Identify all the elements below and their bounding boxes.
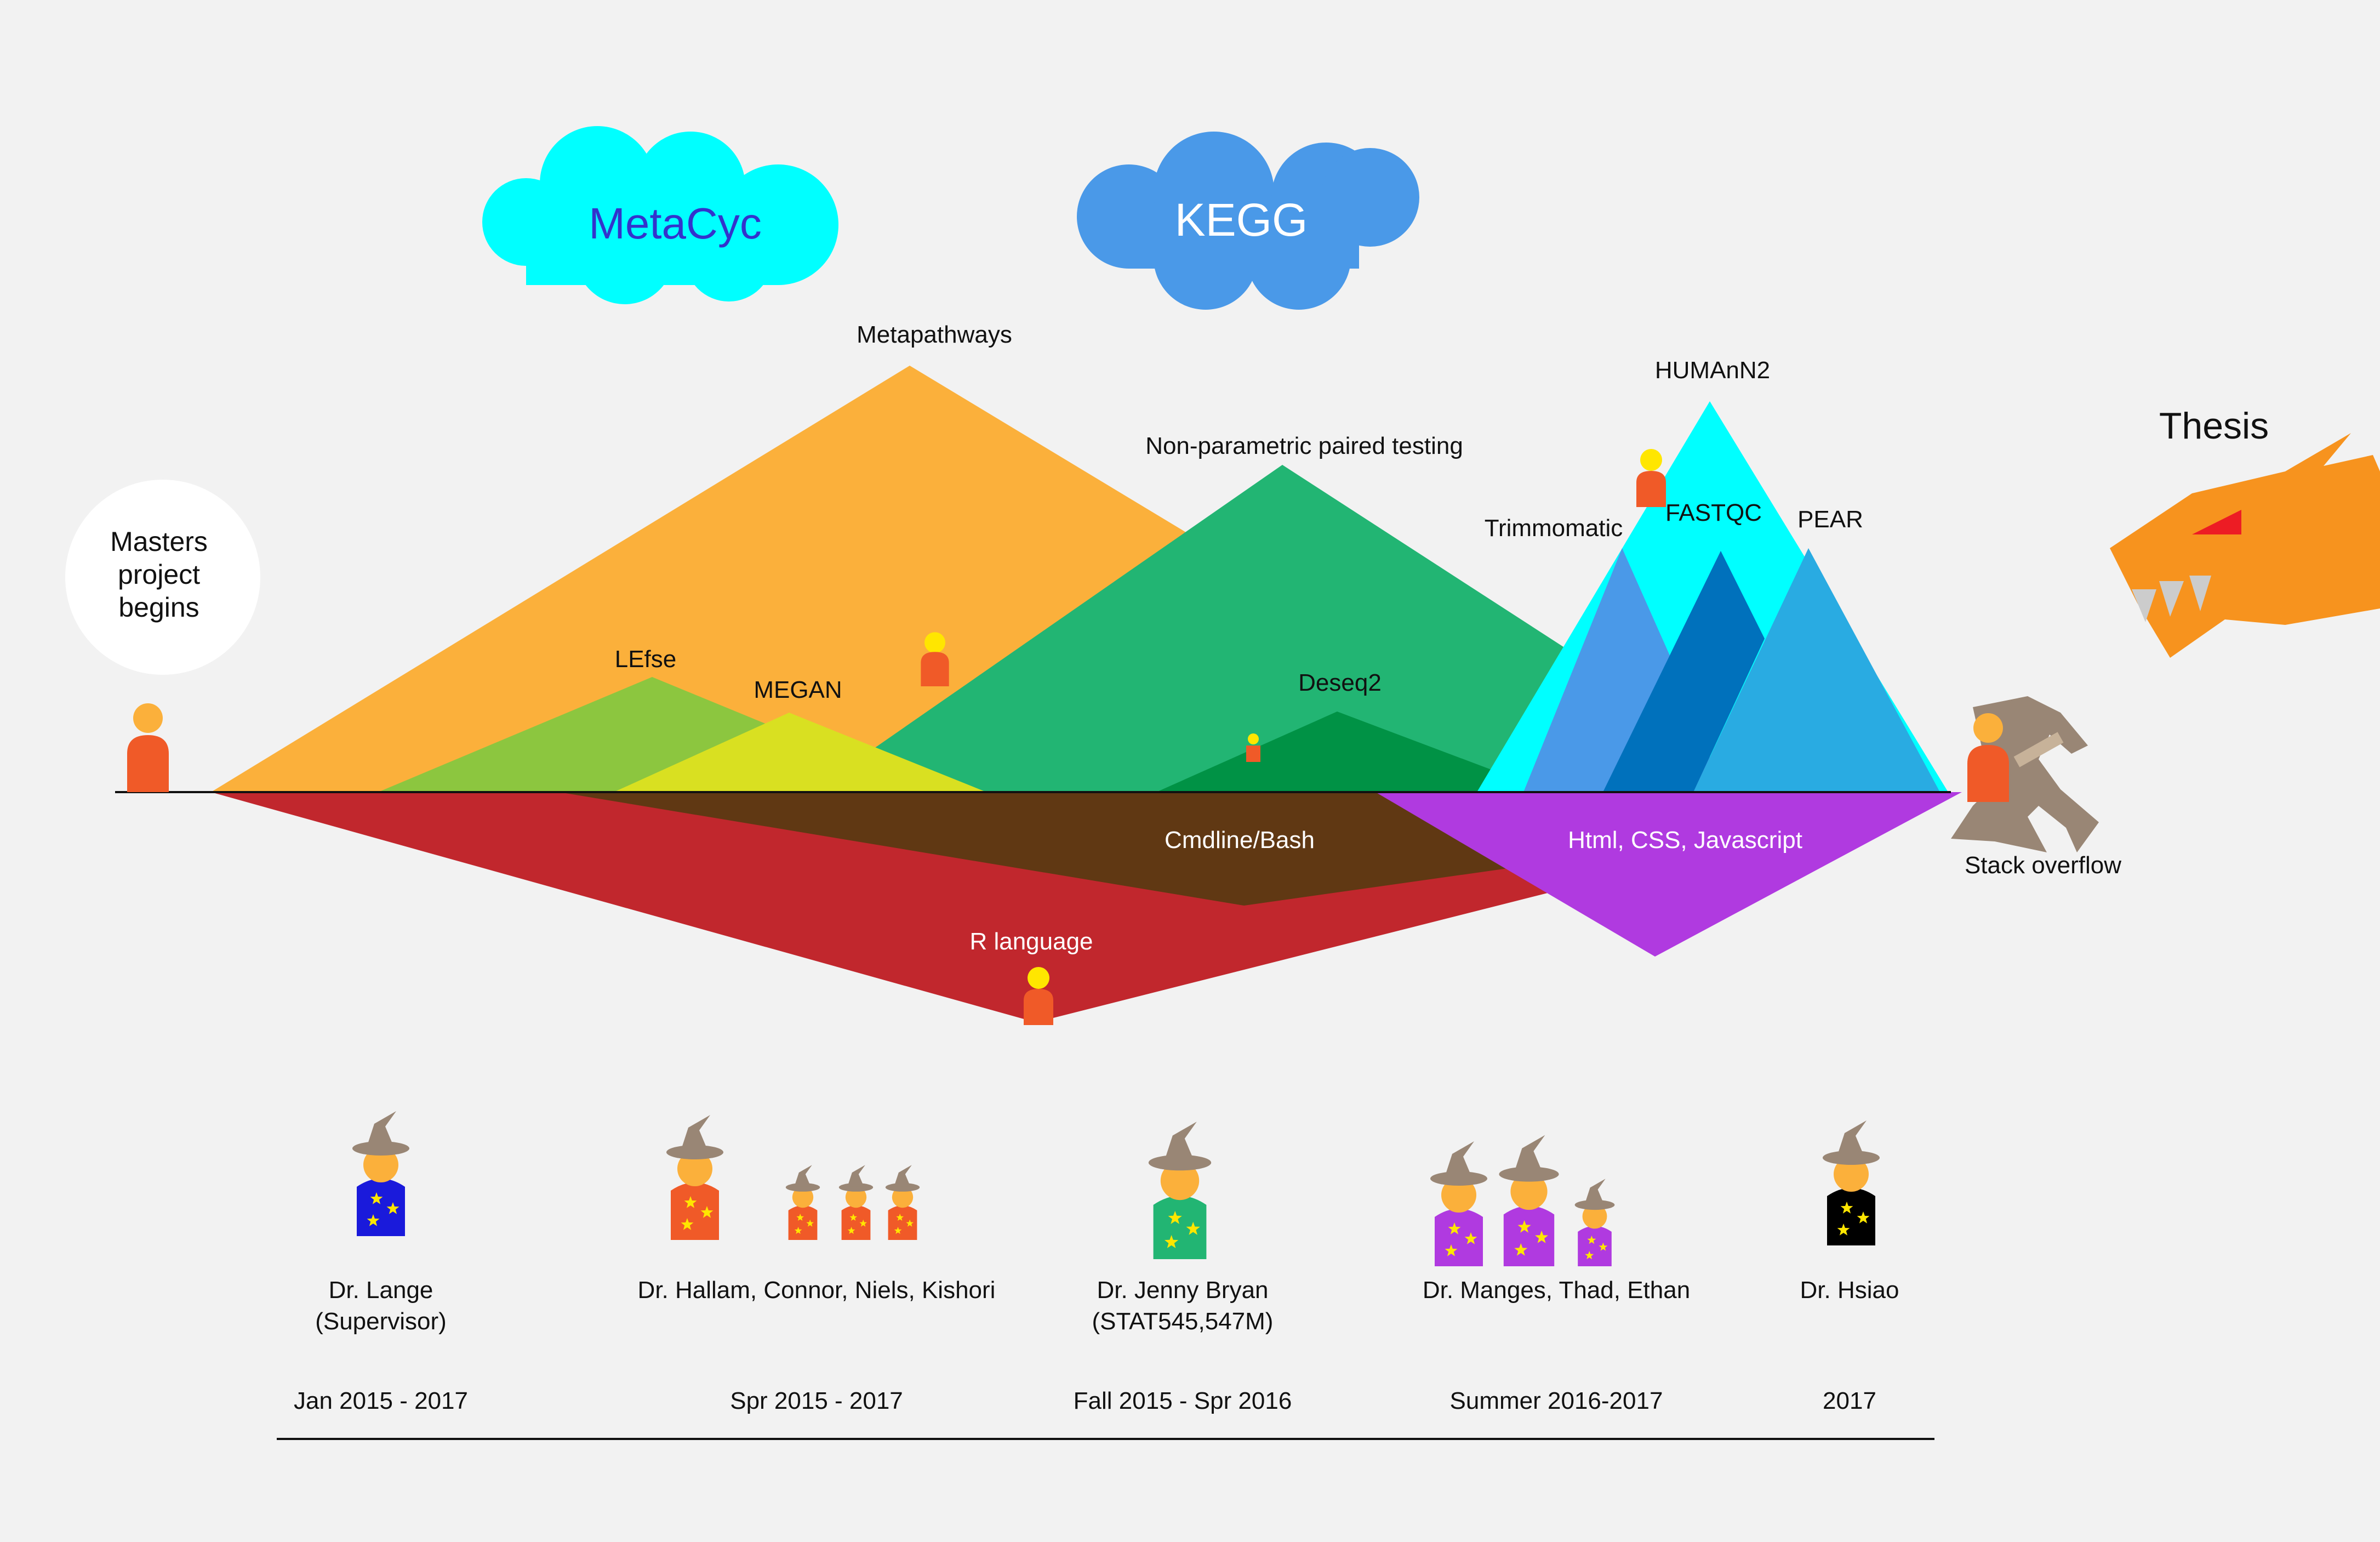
lefse-label: LEfse [615,646,677,673]
mentor-names: Dr. Jenny Bryan [1097,1277,1268,1304]
metapathways-label: Metapathways [857,321,1012,348]
mentor-period: Spr 2015 - 2017 [730,1387,903,1414]
wizard-icon [352,1111,409,1236]
climber-r-language [1024,967,1053,1025]
climber-start [127,703,169,792]
mentor-period: Jan 2015 - 2017 [294,1387,468,1414]
thesis-label: Thesis [2159,405,2269,447]
megan-label: MEGAN [754,676,842,703]
wizard-icon [666,1115,723,1240]
mentor-names-sub: (Supervisor) [315,1308,447,1335]
thesis-dragon: Thesis [2110,405,2380,658]
kegg-label: KEGG [1175,194,1308,246]
mentor-names: Dr. Hallam, Connor, Niels, Kishori [638,1277,996,1304]
fastqc-peak [1603,551,1765,792]
wizard-icon [885,1165,920,1240]
wizard-icon [1430,1141,1487,1266]
dragon-tooth-2 [2159,581,2184,617]
mentor-period: 2017 [1823,1387,1876,1414]
stack-overflow-knight: Stack overflow [1951,696,2121,879]
climber-deseq2 [1246,733,1260,762]
trimmomatic-label: Trimmomatic [1485,515,1623,542]
megan-mountain [614,713,986,792]
mentor-group: Dr. Lange (Supervisor) Jan 2015 - 2017 [294,1111,468,1414]
dragon-tooth-3 [2189,576,2211,611]
metacyc-label: MetaCyc [589,199,762,248]
dragon-tooth-1 [2132,589,2156,622]
wizard-icon [838,1165,874,1240]
mentor-group: Dr. Hallam, Connor, Niels, Kishori Spr 20… [638,1115,996,1414]
mentor-group: Dr. Hsiao 2017 [1800,1120,1899,1414]
metacyc-cloud: MetaCyc [482,126,838,304]
mentor-period: Fall 2015 - Spr 2016 [1074,1387,1292,1414]
mentor-names: Dr. Lange [329,1277,433,1304]
mentor-period: Summer 2016-2017 [1450,1387,1663,1414]
cmdline-valley [559,792,1589,906]
start-line-2: project [118,559,200,590]
mentor-names: Dr. Manges, Thad, Ethan [1423,1277,1690,1304]
wizard-icon [1148,1122,1212,1259]
humann2-label: HUMAnN2 [1655,357,1770,384]
start-line-3: begins [118,592,199,623]
mentor-group: Dr. Manges, Thad, Ethan Summer 2016-2017 [1423,1135,1690,1414]
wizard-icon [1823,1120,1880,1245]
deseq2-label: Deseq2 [1298,669,1382,696]
web-valley [1376,792,1962,957]
pear-label: PEAR [1797,506,1863,533]
mentor-group: Dr. Jenny Bryan (STAT545,547M) Fall 2015 -… [1074,1122,1292,1414]
wizard-icon [1499,1135,1559,1266]
cmdline-label: Cmdline/Bash [1165,827,1315,853]
nonparam-label: Non-parametric paired testing [1145,433,1463,459]
fastqc-label: FASTQC [1665,499,1762,526]
mentor-names-sub: (STAT545,547M) [1092,1308,1274,1335]
nonparam-mountain [811,465,1699,792]
mentor-row: Dr. Lange(Supervisor)Jan 2015 - 2017Dr. … [294,1111,1899,1414]
start-line-1: Masters [110,526,208,557]
climber-metapathways [921,632,949,686]
climber-humann2 [1636,449,1666,507]
masters-start: Masters project begins [65,480,260,675]
mentor-names: Dr. Hsiao [1800,1277,1899,1304]
sword-icon [2013,732,2064,767]
kegg-cloud: KEGG [1077,132,1419,310]
stack-overflow-label: Stack overflow [1965,852,2121,879]
wizard-icon [1574,1179,1615,1266]
web-label: Html, CSS, Javascript [1568,827,1802,853]
r-language-label: R language [969,928,1093,955]
pear-peak [1693,548,1940,792]
dragon-head-icon [2110,433,2380,658]
deseq2-mountain [1156,712,1551,792]
wizard-icon [785,1165,820,1240]
dragon-eye-icon [2192,510,2241,534]
